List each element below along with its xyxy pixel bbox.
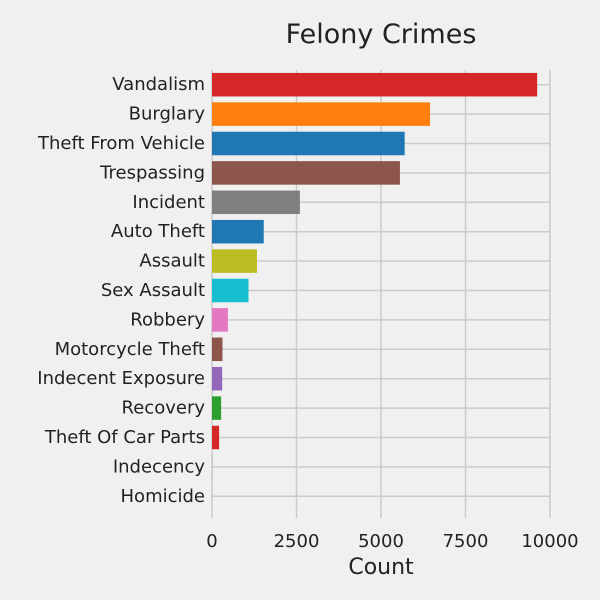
bar	[212, 396, 222, 420]
bar	[212, 219, 264, 244]
bars	[212, 72, 538, 509]
x-tick-label: 5000	[358, 531, 404, 552]
category-label: Vandalism	[112, 74, 205, 95]
category-label: Recovery	[122, 398, 206, 419]
bar	[212, 366, 223, 391]
bar	[212, 190, 300, 215]
category-label: Assault	[139, 251, 205, 272]
x-tick-label: 2500	[274, 531, 320, 552]
bar	[212, 425, 220, 450]
bar	[212, 72, 538, 97]
x-tick-label: 7500	[443, 531, 489, 552]
bar	[212, 249, 257, 273]
category-label: Robbery	[130, 309, 205, 330]
category-label: Motorcycle Theft	[55, 339, 205, 360]
bar	[212, 308, 228, 332]
category-label: Theft From Vehicle	[37, 133, 205, 154]
category-label: Homicide	[121, 486, 205, 507]
category-label: Auto Theft	[111, 221, 205, 242]
category-label: Burglary	[129, 104, 206, 125]
bar	[212, 102, 431, 126]
bar	[212, 131, 405, 156]
category-label: Sex Assault	[101, 280, 205, 301]
category-label: Trespassing	[99, 162, 205, 183]
bar	[212, 278, 249, 303]
x-axis-title: Count	[348, 555, 414, 580]
category-labels: Vandalism Burglary Theft From Vehicle Tresp…	[37, 74, 205, 507]
bar	[212, 337, 223, 362]
chart-title: Felony Crimes	[286, 19, 477, 50]
category-label: Indecency	[113, 456, 205, 477]
x-tick-label: 10000	[521, 531, 578, 552]
category-label: Theft Of Car Parts	[44, 427, 205, 448]
x-tick-label: 0	[206, 531, 217, 552]
category-label: Incident	[132, 192, 205, 213]
tick-labels: 0 2500 5000 7500 10000	[206, 531, 578, 552]
bar	[212, 161, 400, 185]
category-label: Indecent Exposure	[37, 368, 205, 389]
